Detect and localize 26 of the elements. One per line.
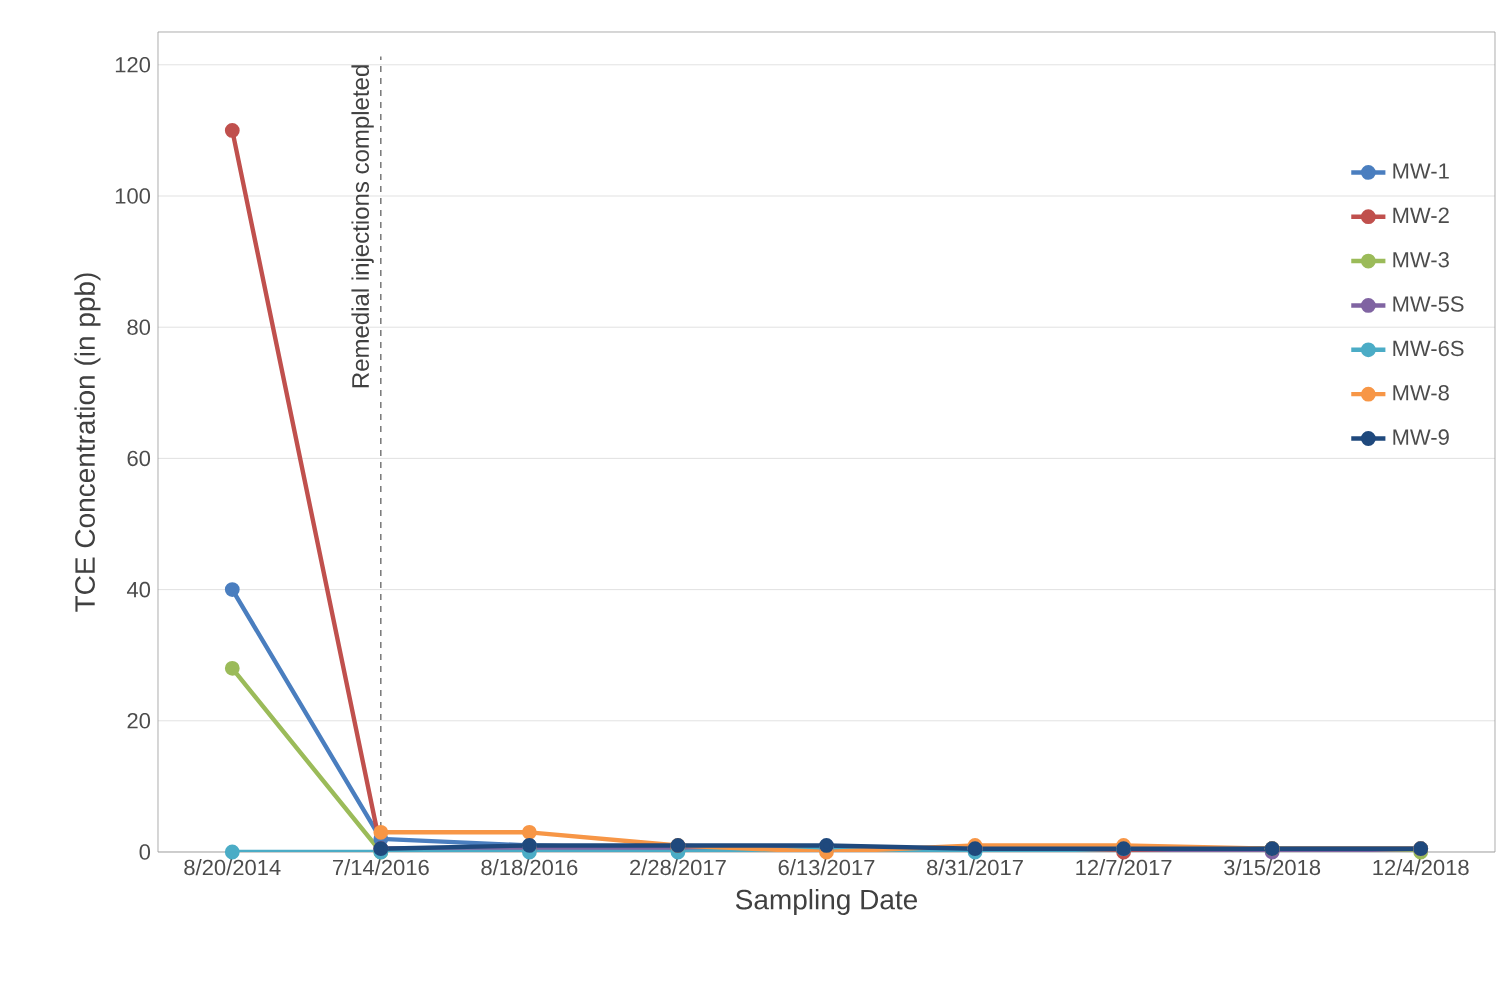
ref-line-label: Remedial injections completed — [351, 65, 374, 388]
y-tick-label: 40 — [126, 581, 151, 598]
y-axis-title: TCE Concentration (in ppb) — [74, 273, 101, 612]
y-tick-label: 120 — [115, 57, 151, 73]
y-tick-label: 20 — [127, 713, 151, 729]
x-tick-label: 12/4/2018 — [1373, 859, 1469, 876]
legend-label: MW-6S — [1393, 340, 1464, 357]
x-tick-label: 8/20/2014 — [184, 859, 281, 876]
legend-label: MW-9 — [1393, 429, 1449, 445]
y-tick-label: 0 — [139, 844, 151, 860]
legend-label: MW-5S — [1393, 296, 1464, 312]
x-tick-label: 7/14/2016 — [333, 859, 429, 876]
x-tick-label: 3/15/2018 — [1224, 859, 1321, 876]
x-axis-title: Sampling Date — [735, 888, 918, 916]
y-tick-label: 60 — [127, 450, 151, 467]
legend-label: MW-2 — [1393, 207, 1449, 223]
x-tick-label: 8/31/2017 — [927, 859, 1023, 876]
legend-label: MW-1 — [1393, 163, 1449, 179]
y-tick-label: 100 — [115, 188, 151, 204]
legend-label: MW-8 — [1393, 385, 1449, 401]
x-tick-label: 6/13/2017 — [778, 859, 875, 876]
x-tick-label: 8/18/2016 — [481, 859, 578, 876]
x-tick-label: 12/7/2017 — [1076, 859, 1172, 876]
legend-label: MW-3 — [1393, 251, 1449, 268]
x-tick-label: 2/28/2017 — [630, 859, 726, 876]
y-tick-label: 80 — [127, 319, 151, 335]
